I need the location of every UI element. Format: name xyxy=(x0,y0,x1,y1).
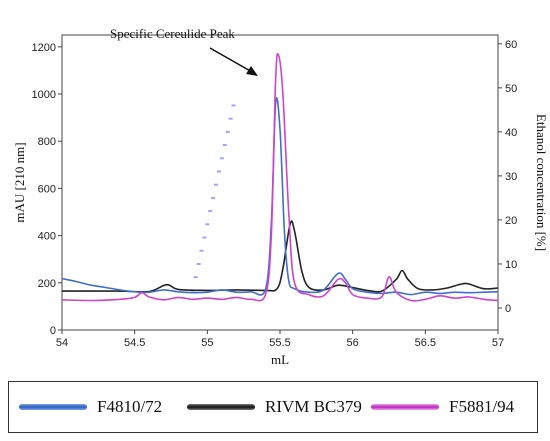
legend-label-f4810: F4810/72 xyxy=(97,397,163,416)
ethanol-marker xyxy=(196,262,201,265)
y-tick-label: 1000 xyxy=(32,89,56,101)
ethanol-marker xyxy=(208,210,213,213)
series-line-0 xyxy=(62,97,498,296)
ethanol-marker xyxy=(222,144,227,147)
ethanol-marker xyxy=(216,170,221,173)
legend-item-f5881: F5881/94 xyxy=(371,382,514,432)
x-tick-label: 55 xyxy=(201,337,213,349)
x-tick-label: 54.5 xyxy=(124,337,145,349)
x-tick-label: 57 xyxy=(492,337,504,349)
y2-tick-label: 30 xyxy=(505,171,517,183)
y2-tick-label: 60 xyxy=(505,39,517,51)
ethanol-marker xyxy=(211,196,216,199)
y-tick-label: 600 xyxy=(38,183,56,195)
y2-tick-label: 20 xyxy=(505,215,517,227)
y-tick-label: 0 xyxy=(50,325,56,337)
ethanol-marker xyxy=(219,157,224,160)
ethanol-marker xyxy=(199,249,204,252)
legend: F4810/72 RIVM BC379 F5881/94 xyxy=(8,381,538,433)
y2-axis-title: Ethanol concentration [%] xyxy=(534,114,549,251)
x-tick-label: 54 xyxy=(56,337,68,349)
ethanol-marker xyxy=(202,236,207,239)
ethanol-marker xyxy=(193,276,198,279)
legend-label-rivm: RIVM BC379 xyxy=(265,397,362,416)
y-tick-label: 200 xyxy=(38,278,56,290)
legend-label-f5881: F5881/94 xyxy=(449,397,515,416)
x-axis-title: mL xyxy=(271,352,289,367)
legend-item-f4810: F4810/72 xyxy=(19,382,162,432)
legend-swatch-f4810 xyxy=(19,404,87,410)
x-tick-label: 56.5 xyxy=(415,337,436,349)
series-line-1 xyxy=(62,220,498,293)
ethanol-marker xyxy=(214,183,219,186)
legend-swatch-f5881 xyxy=(371,404,439,410)
y-axis-title: mAU [210 nm] xyxy=(12,142,27,222)
plot-frame xyxy=(61,34,499,331)
y2-tick-label: 0 xyxy=(505,303,511,315)
y-tick-label: 400 xyxy=(38,231,56,243)
y2-tick-label: 10 xyxy=(505,259,517,271)
x-tick-label: 55.5 xyxy=(269,337,290,349)
series-line-2 xyxy=(62,52,498,302)
y2-tick-label: 40 xyxy=(505,127,517,139)
x-tick-label: 56 xyxy=(347,337,359,349)
legend-item-rivm: RIVM BC379 xyxy=(187,382,362,432)
ethanol-marker xyxy=(228,117,233,120)
annotation-arrow-line xyxy=(209,47,253,73)
ethanol-marker xyxy=(205,223,210,226)
y2-tick-label: 50 xyxy=(505,83,517,95)
annotation-arrow-head xyxy=(246,66,258,76)
legend-swatch-rivm xyxy=(187,404,255,410)
ethanol-marker xyxy=(231,104,236,107)
annotation-label: Specific Cereulide Peak xyxy=(110,26,235,41)
y-tick-label: 1200 xyxy=(32,42,56,54)
ethanol-marker xyxy=(225,130,230,133)
y-tick-label: 800 xyxy=(38,136,56,148)
